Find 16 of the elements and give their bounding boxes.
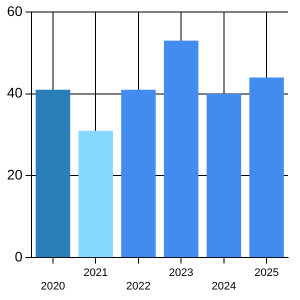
x-tick-label: 2025: [254, 267, 279, 280]
x-tick-label: 2022: [126, 280, 151, 292]
bar: [249, 77, 284, 258]
y-tick-label: 60: [6, 2, 23, 19]
bar: [206, 94, 242, 258]
y-tick-label: 20: [6, 166, 23, 183]
bar: [164, 40, 198, 258]
x-tick-label: 2021: [83, 267, 108, 280]
x-tick-label: 2023: [168, 267, 194, 280]
x-tick-label: 2020: [40, 280, 66, 292]
x-tick-label: 2024: [212, 280, 236, 292]
bar: [36, 90, 70, 258]
y-tick-label: 40: [6, 84, 23, 101]
bar: [78, 130, 113, 258]
y-tick-label: 0: [14, 248, 23, 264]
bar: [121, 90, 156, 258]
